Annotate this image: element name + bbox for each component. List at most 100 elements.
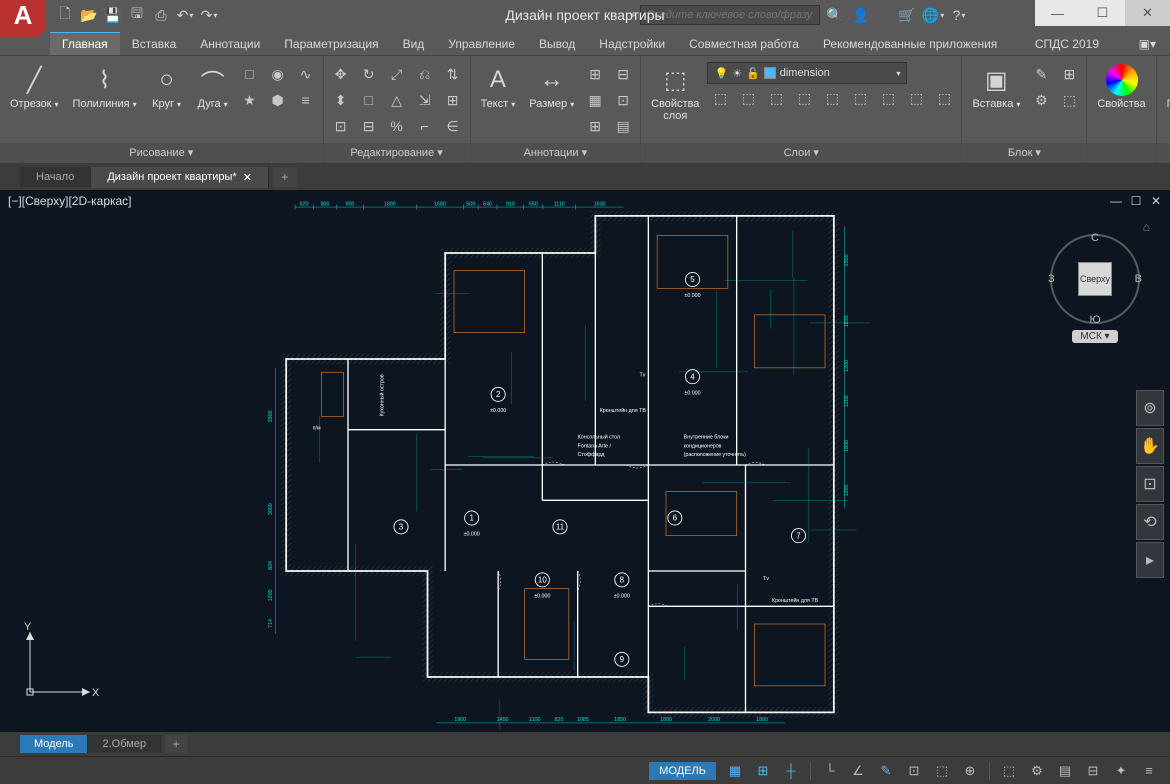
layer-dropdown[interactable]: 💡☀🔓dimension▾: [707, 62, 907, 84]
panel-title-layers[interactable]: Слои ▾: [641, 143, 961, 163]
menu-tab-2[interactable]: Аннотации: [188, 33, 272, 55]
status-btn-6[interactable]: ⊡: [901, 760, 927, 782]
edit-tool-14[interactable]: ∈: [440, 114, 466, 138]
edit-tool-13[interactable]: ⌐: [412, 114, 438, 138]
edit-tool-3[interactable]: ⎌: [412, 62, 438, 86]
block-tool-1[interactable]: ⊞: [1056, 62, 1082, 86]
coord-system-badge[interactable]: МСК ▾: [1072, 330, 1117, 343]
menu-tab-3[interactable]: Параметризация: [272, 33, 390, 55]
home-icon[interactable]: ⌂: [1143, 220, 1150, 234]
viewport-label[interactable]: [−][Сверху][2D-каркас]: [8, 194, 132, 208]
help-icon[interactable]: ?▾: [948, 4, 970, 26]
layer-tool-4[interactable]: ⬚: [819, 86, 845, 110]
status-btn-4[interactable]: ∠: [845, 760, 871, 782]
qat-saveas-icon[interactable]: 🖫: [126, 4, 148, 26]
insert-block-button[interactable]: ▣Вставка▾: [966, 62, 1026, 112]
edit-tool-12[interactable]: %: [384, 114, 410, 138]
layer-tool-6[interactable]: ⬚: [875, 86, 901, 110]
draw-small-3[interactable]: ★: [237, 88, 263, 112]
edit-tool-0[interactable]: ✥: [328, 62, 354, 86]
status-btn-0[interactable]: ▦: [722, 760, 748, 782]
layer-tool-8[interactable]: ⬚: [931, 86, 957, 110]
layout-add[interactable]: +: [165, 735, 187, 753]
menu-right-spds[interactable]: СПДС 2019: [1021, 33, 1113, 55]
layer-tool-3[interactable]: ⬚: [791, 86, 817, 110]
viewcube[interactable]: ⌂ С Ю З В Сверху МСК ▾: [1030, 220, 1160, 343]
status-btn-8[interactable]: ⊕: [957, 760, 983, 782]
block-tool-3[interactable]: ⬚: [1056, 88, 1082, 112]
edit-tool-2[interactable]: ⤢: [384, 62, 410, 86]
qat-save-icon[interactable]: 💾: [102, 4, 124, 26]
block-tool-0[interactable]: ✎: [1028, 62, 1054, 86]
tool-Отрезок[interactable]: ╱Отрезок▾: [4, 62, 64, 112]
draw-small-1[interactable]: ◉: [265, 62, 291, 86]
layout-tab-0[interactable]: Модель: [20, 735, 88, 753]
status-btn-5[interactable]: ✎: [873, 760, 899, 782]
status-btn-10[interactable]: ⚙: [1024, 760, 1050, 782]
app-menu-icon[interactable]: A: [0, 0, 46, 38]
status-btn-13[interactable]: ✦: [1108, 760, 1134, 782]
menu-tab-1[interactable]: Вставка: [120, 33, 189, 55]
status-btn-7[interactable]: ⬚: [929, 760, 955, 782]
layout-tab-1[interactable]: 2.Обмер: [88, 735, 161, 753]
edit-tool-4[interactable]: ⇅: [440, 62, 466, 86]
block-tool-2[interactable]: ⚙: [1028, 88, 1054, 112]
annot-small-3[interactable]: ⊡: [610, 88, 636, 112]
annot-small-5[interactable]: ▤: [610, 114, 636, 138]
layer-tool-7[interactable]: ⬚: [903, 86, 929, 110]
status-btn-12[interactable]: ⊟: [1080, 760, 1106, 782]
qat-new-icon[interactable]: 🗋: [54, 4, 76, 26]
menu-tab-8[interactable]: Совместная работа: [677, 33, 811, 55]
draw-small-5[interactable]: ≡: [293, 88, 319, 112]
search-icon[interactable]: 🔍: [824, 4, 846, 26]
draw-small-2[interactable]: ∿: [293, 62, 319, 86]
search-input[interactable]: [640, 5, 820, 25]
layer-tool-5[interactable]: ⬚: [847, 86, 873, 110]
model-space-label[interactable]: МОДЕЛЬ: [649, 762, 716, 780]
status-btn-9[interactable]: ⬚: [996, 760, 1022, 782]
viewport-minimize-icon[interactable]: —: [1108, 194, 1124, 208]
edit-tool-7[interactable]: △: [384, 88, 410, 112]
exchange-icon[interactable]: 🛒: [896, 4, 918, 26]
edit-tool-10[interactable]: ⊡: [328, 114, 354, 138]
qat-undo-icon[interactable]: ↶▾: [174, 4, 196, 26]
annot-small-1[interactable]: ⊟: [610, 62, 636, 86]
menu-tab-5[interactable]: Управление: [436, 33, 527, 55]
app-store-icon[interactable]: 🌐▾: [922, 4, 944, 26]
edit-tool-1[interactable]: ↻: [356, 62, 382, 86]
viewcube-east[interactable]: В: [1135, 273, 1142, 285]
panel-title-annot[interactable]: Аннотации ▾: [471, 143, 641, 163]
status-btn-11[interactable]: ▤: [1052, 760, 1078, 782]
menu-tab-0[interactable]: Главная: [50, 32, 120, 55]
tool-Дуга[interactable]: ⌒Дуга▾: [191, 62, 235, 112]
pan-icon[interactable]: ✋: [1136, 428, 1164, 464]
edit-tool-6[interactable]: □: [356, 88, 382, 112]
viewcube-face[interactable]: Сверху: [1078, 262, 1112, 296]
qat-open-icon[interactable]: 📂: [78, 4, 100, 26]
signin-icon[interactable]: 👤: [850, 4, 872, 26]
properties-button[interactable]: Свойства: [1091, 62, 1151, 112]
panel-title-draw[interactable]: Рисование ▾: [0, 143, 323, 163]
showmotion-icon[interactable]: ▸: [1136, 542, 1164, 578]
menu-tab-9[interactable]: Рекомендованные приложения: [811, 33, 1009, 55]
annot-small-2[interactable]: ▦: [582, 88, 608, 112]
tool-Круг[interactable]: ○Круг▾: [145, 62, 189, 112]
status-btn-2[interactable]: ┼: [778, 760, 804, 782]
edit-tool-9[interactable]: ⊞: [440, 88, 466, 112]
tab-close-icon[interactable]: ✕: [243, 171, 252, 184]
viewport-maximize-icon[interactable]: ☐: [1128, 194, 1144, 208]
minimize-button[interactable]: —: [1035, 0, 1080, 26]
tool-Размер[interactable]: ↔Размер▾: [523, 62, 580, 112]
tool-Текст[interactable]: АТекст▾: [475, 62, 522, 112]
panel-title-block[interactable]: Блок ▾: [962, 143, 1086, 163]
status-btn-14[interactable]: ≡: [1136, 760, 1162, 782]
annot-small-0[interactable]: ⊞: [582, 62, 608, 86]
doc-tab-add[interactable]: +: [273, 167, 297, 187]
annot-small-4[interactable]: ⊞: [582, 114, 608, 138]
viewport-close-icon[interactable]: ✕: [1148, 194, 1164, 208]
menu-tab-4[interactable]: Вид: [391, 33, 437, 55]
viewcube-south[interactable]: Ю: [1089, 314, 1100, 326]
edit-tool-5[interactable]: ⬍: [328, 88, 354, 112]
tool-Полилиния[interactable]: ⌇Полилиния▾: [66, 62, 142, 112]
qat-plot-icon[interactable]: ⎙: [150, 4, 172, 26]
